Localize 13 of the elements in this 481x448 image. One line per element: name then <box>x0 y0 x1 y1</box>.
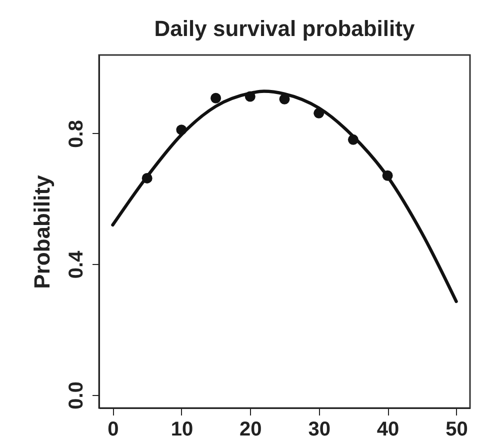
x-tick-label: 20 <box>240 418 262 440</box>
x-tick-label: 50 <box>446 418 468 440</box>
x-tick-label: 40 <box>376 418 400 440</box>
x-tick-label: 30 <box>308 418 330 440</box>
point <box>210 92 222 104</box>
x-tick-label: 0 <box>108 418 119 440</box>
y-axis-title: Probability <box>30 174 54 289</box>
y-tick-label: 0.0 <box>66 382 88 410</box>
x-tick-label: 10 <box>170 418 194 440</box>
line-series <box>111 90 458 304</box>
y-tick-label: 0.8 <box>66 120 88 148</box>
y-tick-label: 0.4 <box>66 250 88 279</box>
chart-title: Daily survival probability <box>154 16 416 41</box>
